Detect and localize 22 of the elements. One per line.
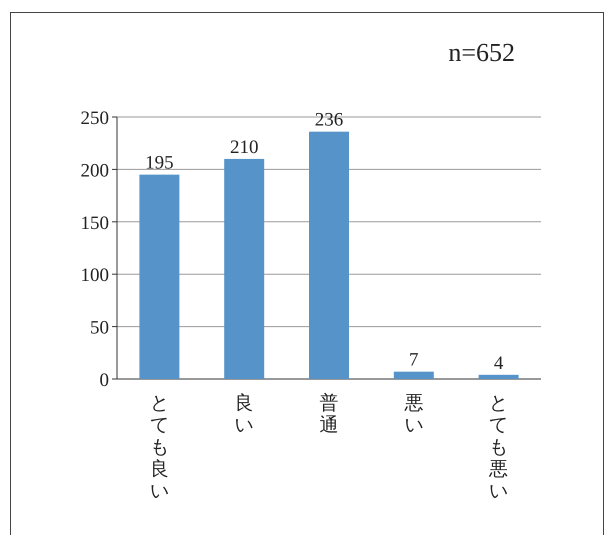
x-tick-label: 悪い <box>403 393 424 436</box>
data-label: 4 <box>494 352 504 374</box>
text: n=652 <box>448 38 515 67</box>
bar <box>309 132 349 379</box>
bar <box>394 372 434 379</box>
bar <box>224 158 264 379</box>
x-tick-label: とても悪い <box>488 393 508 502</box>
y-tick-label: 50 <box>90 318 109 339</box>
x-tick-label: 良い <box>234 392 254 436</box>
y-tick-label: 100 <box>80 265 109 286</box>
y-tick-label: 250 <box>80 108 109 129</box>
data-label: 210 <box>230 136 258 158</box>
x-tick-label: 普通 <box>320 392 338 436</box>
y-tick-label: 150 <box>80 212 109 234</box>
bar <box>478 374 519 379</box>
bar <box>139 174 180 379</box>
data-label: 7 <box>409 350 419 371</box>
x-tick-label: とても良い <box>150 393 169 502</box>
y-tick-label: 0 <box>100 370 109 391</box>
data-label: 236 <box>314 110 344 131</box>
data-label: 195 <box>145 152 174 174</box>
y-tick-label: 200 <box>80 160 109 182</box>
